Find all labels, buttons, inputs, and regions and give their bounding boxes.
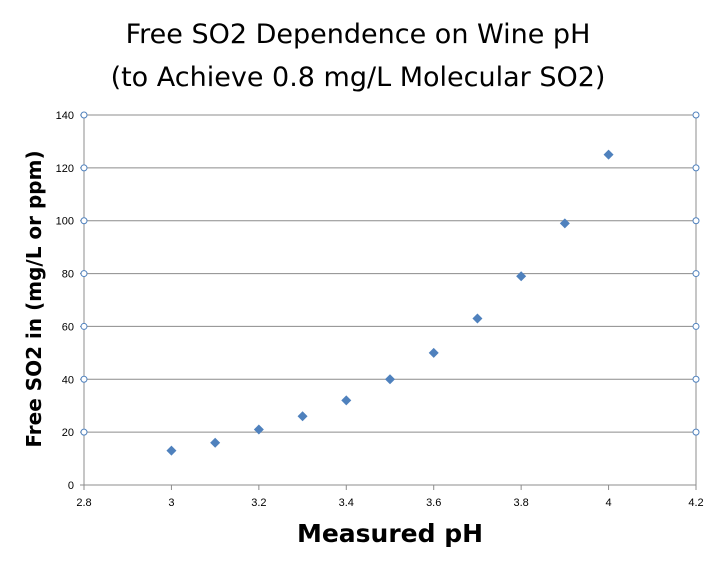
right-axis-marker	[692, 164, 700, 172]
right-axis-marker	[692, 111, 700, 119]
gridlines	[84, 114, 696, 433]
y-tick-label-140: 140	[56, 110, 74, 122]
right-axis-marker	[692, 217, 700, 225]
data-point-9	[516, 271, 527, 282]
y-tick-label-20: 20	[62, 427, 74, 439]
x-tick-labels: 2.8 3 3.2 3.4 3.6 3.8 4 4.2	[76, 497, 703, 509]
right-axis-marker	[692, 322, 700, 330]
x-tick-label-3.8: 3.8	[513, 497, 528, 509]
data-point-1	[166, 445, 177, 456]
right-axis-marker	[692, 375, 700, 383]
left-axis-marker	[80, 217, 88, 225]
data-point-11	[603, 149, 614, 160]
left-axis-marker	[80, 375, 88, 383]
right-axis-marker	[692, 428, 700, 436]
y-tick-label-120: 120	[56, 163, 74, 175]
x-tick-label-4: 4	[606, 497, 612, 509]
right-axis-marker	[692, 270, 700, 278]
data-points	[166, 149, 614, 456]
x-tick-label-3.2: 3.2	[251, 497, 266, 509]
left-axis-marker	[80, 111, 88, 119]
y-axis-title: Free SO2 in (mg/L or ppm)	[22, 150, 46, 447]
chart-title-line-2: (to Achieve 0.8 mg/L Molecular SO2)	[111, 62, 606, 93]
x-tick-label-2.8: 2.8	[76, 497, 91, 509]
data-point-2	[210, 437, 221, 448]
data-point-6	[385, 374, 395, 385]
data-point-5	[341, 395, 352, 406]
y-tick-label-60: 60	[62, 321, 74, 333]
x-tick-label-3.6: 3.6	[426, 497, 441, 509]
data-point-10	[559, 218, 570, 229]
x-tick-label-3: 3	[168, 497, 174, 509]
x-axis-title: Measured pH	[297, 519, 483, 548]
left-axis-marker	[80, 322, 88, 330]
left-axis-marker	[80, 164, 88, 172]
y-tick-label-80: 80	[62, 269, 74, 281]
data-point-7	[428, 347, 439, 358]
left-axis-marker	[80, 428, 88, 436]
data-point-8	[472, 313, 483, 324]
x-tick-label-4.2: 4.2	[688, 497, 703, 509]
y-tick-labels: 0 20 40 60 80 100 120 140	[56, 110, 74, 492]
y-tick-label-0: 0	[68, 480, 74, 492]
y-tick-label-40: 40	[62, 374, 74, 386]
chart-title-line-1: Free SO2 Dependence on Wine pH	[126, 19, 591, 50]
data-point-3	[253, 424, 264, 435]
x-tick-label-3.4: 3.4	[339, 497, 354, 509]
y-tick-label-100: 100	[56, 216, 74, 228]
axes	[80, 111, 700, 490]
left-axis-marker	[80, 270, 88, 278]
data-point-4	[297, 411, 308, 422]
